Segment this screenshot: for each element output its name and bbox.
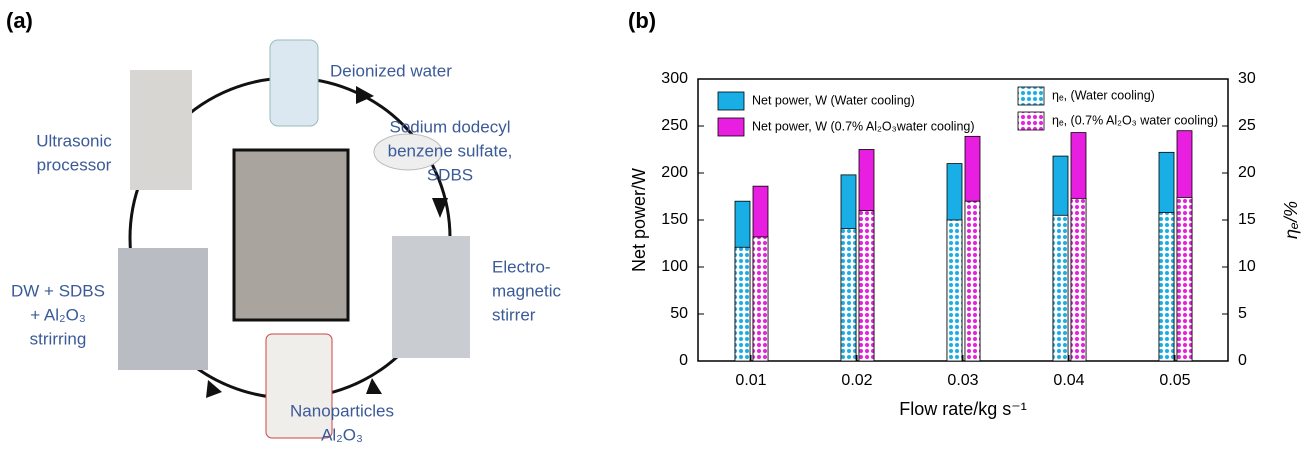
y-tick-label: 100 xyxy=(661,258,688,275)
step-label: Ultrasonic xyxy=(36,131,112,150)
x-tick-label: 0.03 xyxy=(947,372,978,389)
x-tick-label: 0.05 xyxy=(1159,372,1190,389)
arrow xyxy=(356,86,374,104)
bar xyxy=(734,246,751,362)
photo-stirrer xyxy=(392,236,470,358)
photo-sdbs xyxy=(373,133,443,171)
y-tick-label: 300 xyxy=(661,70,688,87)
y2-tick-label: 5 xyxy=(1238,305,1247,322)
bar xyxy=(752,236,769,362)
legend-swatch xyxy=(717,91,745,111)
y2-tick-label: 10 xyxy=(1238,258,1256,275)
legend-label: Net power, W (0.7% Al₂O₃water cooling) xyxy=(752,119,975,133)
x-tick-label: 0.04 xyxy=(1053,372,1084,389)
step-label: Nanoparticles xyxy=(290,401,394,420)
legend-label: ηₑ, (Water cooling) xyxy=(1052,88,1155,102)
step-label: + Al₂O₃ xyxy=(30,305,86,324)
panel-label: (b) xyxy=(628,8,656,33)
bar xyxy=(1158,212,1175,362)
legend-swatch xyxy=(717,117,745,137)
photo-ultrasonic xyxy=(130,70,192,190)
y-tick-label: 250 xyxy=(661,117,688,134)
x-tick-label: 0.01 xyxy=(735,372,766,389)
step-label: strirring xyxy=(30,329,87,348)
x-axis-label: Flow rate/kg s⁻¹ xyxy=(899,399,1027,419)
y2-tick-label: 25 xyxy=(1238,117,1256,134)
legend-swatch xyxy=(1017,111,1045,131)
labels: Deionized water Sodium dodecyl benzene sul… xyxy=(11,61,561,444)
bar xyxy=(946,219,963,362)
y2-tick-label: 30 xyxy=(1238,70,1256,87)
photo-mixing xyxy=(118,248,208,370)
bar xyxy=(1052,214,1069,362)
y-tick-label: 150 xyxy=(661,211,688,228)
photo-water xyxy=(269,39,319,127)
bar xyxy=(964,200,981,362)
step-label: Deionized water xyxy=(330,61,452,80)
panel-label: (a) xyxy=(6,8,33,33)
legend-label: Net power, W (Water cooling) xyxy=(752,93,915,107)
y-tick-label: 0 xyxy=(679,352,688,369)
y2-axis-label: ηₑ/% xyxy=(1281,201,1301,239)
step-label: magnetic xyxy=(492,281,561,300)
step-label: SDBS xyxy=(427,165,473,184)
y-tick-label: 200 xyxy=(661,164,688,181)
arrow xyxy=(366,378,382,394)
legend-label: ηₑ, (0.7% Al₂O₃ water cooling) xyxy=(1052,113,1218,127)
bar xyxy=(1070,197,1087,362)
bar xyxy=(840,228,857,362)
step-label: processor xyxy=(37,155,112,174)
y-axis-label: Net power/W xyxy=(629,168,649,272)
bar xyxy=(1176,197,1193,362)
photo-center xyxy=(232,148,350,322)
legend-swatch xyxy=(1017,86,1045,106)
step-label: Sodium dodecyl xyxy=(390,117,511,136)
step-label: Al₂O₃ xyxy=(321,425,363,444)
step-label: benzene sulfate, xyxy=(388,141,513,160)
y2-tick-label: 15 xyxy=(1238,211,1256,228)
arrow xyxy=(432,198,448,218)
step-label: DW + SDBS xyxy=(11,281,105,300)
bar xyxy=(858,210,875,362)
arrow xyxy=(206,380,222,398)
y2-tick-label: 0 xyxy=(1238,352,1247,369)
x-tick-label: 0.02 xyxy=(841,372,872,389)
y2-tick-label: 20 xyxy=(1238,164,1256,181)
photo-nanoparticles xyxy=(265,333,333,439)
step-label: stirrer xyxy=(492,305,536,324)
step-label: Electro- xyxy=(492,257,551,276)
y-tick-label: 50 xyxy=(670,305,688,322)
